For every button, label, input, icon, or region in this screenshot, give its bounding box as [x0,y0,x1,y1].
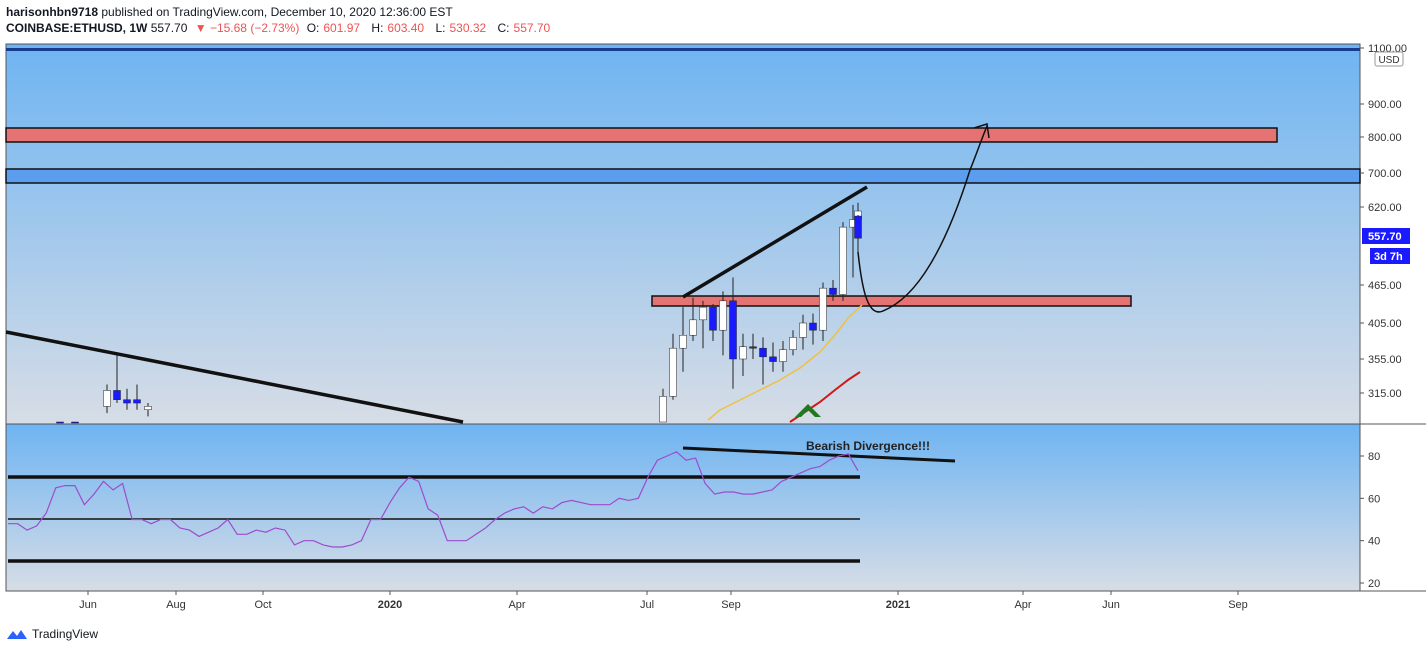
rsi-pane-bg [6,424,1360,591]
candle-body [759,347,767,358]
rsi-tick-label: 60 [1368,493,1380,505]
publish-info: harisonhbn9718 published on TradingView.… [6,4,558,20]
time-axis[interactable]: Jun Aug Oct 2020 Apr Jul Sep 2021 Apr Jun Sep [79,591,1248,611]
ohlc-low: L: 530.32 [435,21,490,35]
currency-label: USD [1378,55,1399,66]
last-price-badge [1362,228,1410,244]
price-change: ▼ −15.68 (−2.73%) [194,21,300,35]
price-tick-label: 315.00 [1368,388,1402,400]
countdown-badge [1370,248,1410,264]
projection-arrowhead [973,123,990,139]
candle-body [699,306,707,321]
ohlc-close: C: 557.70 [498,21,555,35]
close-label: C: [497,21,510,35]
countdown-tag: 3d 7h [1374,251,1403,263]
rising-wedge-line[interactable] [682,185,868,299]
downtrend-line[interactable] [5,330,464,424]
open-value: 601.97 [323,21,361,35]
candle-body [799,322,807,338]
ohlc-high: H: 603.40 [371,21,428,35]
tradingview-logo-icon [7,630,27,639]
candle-body [854,215,862,239]
candle-body [729,300,737,360]
low-value: 530.32 [449,21,487,35]
price-chart[interactable]: 1100.00900.00800.00700.00620.00465.00405… [0,40,1426,620]
candle-body [719,300,727,331]
high-value: 603.40 [387,21,425,35]
candle-body [659,396,667,423]
price-tick-label: 700.00 [1368,168,1402,180]
green-arrow-icon [795,404,821,417]
price-axis[interactable]: 1100.00900.00800.00700.00620.00465.00405… [1360,43,1407,400]
candle-body [709,306,717,331]
candle-body [71,421,79,424]
ema-fast-line [707,304,863,421]
last-price: 557.70 [150,21,188,35]
chart-header: harisonhbn9718 published on TradingView.… [6,4,558,36]
candle-body [144,406,152,410]
time-tick-label: Apr [508,599,525,611]
candles-group [56,202,862,424]
rsi-tick-label: 40 [1368,536,1380,548]
currency-badge[interactable] [1374,51,1404,67]
candle-body [669,347,677,397]
candle-body [679,334,687,349]
price-tick-label: 465.00 [1368,280,1402,292]
candle-body [769,356,777,362]
candle-body [103,390,111,407]
candle-body [789,337,797,350]
divergence-annotation[interactable]: Bearish Divergence!!! [806,439,930,453]
time-tick-label: Aug [166,599,186,611]
candle-body [819,287,827,331]
candle-body [739,346,747,360]
projection-path[interactable] [857,125,988,313]
rsi-tick-label: 80 [1368,451,1380,463]
blue-zone[interactable] [5,168,1361,184]
footer: TradingView [6,627,98,641]
rsi-line [8,451,859,548]
top-line-zone[interactable] [6,48,1360,51]
time-tick-label: Sep [721,599,741,611]
time-tick-label: Jun [79,599,97,611]
candle-body [689,319,697,336]
price-tick-label: 800.00 [1368,132,1402,144]
footer-brand: TradingView [32,627,99,641]
rsi-tick-label: 20 [1368,578,1380,590]
candle-body [779,349,787,362]
price-tick-label: 405.00 [1368,318,1402,330]
candle-body [809,322,817,331]
time-tick-label: Oct [254,599,271,611]
time-tick-label: Jul [640,599,654,611]
price-tick-label: 355.00 [1368,354,1402,366]
resistance-zone-upper[interactable] [5,127,1278,143]
high-label: H: [371,21,384,35]
close-value: 557.70 [513,21,551,35]
time-tick-label: 2020 [378,599,402,611]
time-tick-label: Sep [1228,599,1248,611]
publisher-name[interactable]: harisonhbn9718 [6,5,99,19]
candle-body [56,421,64,424]
last-price-tag: 557.70 [1368,231,1402,243]
rsi-axis[interactable]: 80 60 40 20 [1360,451,1380,590]
candle-body [839,226,847,295]
time-tick-label: Apr [1014,599,1031,611]
symbol-name: COINBASE:ETHUSD, 1W [6,21,148,35]
candle-body [123,399,131,404]
divergence-line[interactable] [682,446,956,463]
candle-body [829,287,837,295]
low-label: L: [435,21,446,35]
price-tick-label: 900.00 [1368,99,1402,111]
time-tick-label: 2021 [886,599,910,611]
price-tick-label: 620.00 [1368,202,1402,214]
candle-body [749,346,757,349]
symbol-info: COINBASE:ETHUSD, 1W 557.70 ▼ −15.68 (−2.… [6,20,558,36]
open-label: O: [306,21,320,35]
published-text: published on TradingView.com, December 1… [101,5,453,19]
ohlc-open: O: 601.97 [307,21,364,35]
time-tick-label: Jun [1102,599,1120,611]
candle-body [113,390,121,400]
candle-body [133,399,141,404]
